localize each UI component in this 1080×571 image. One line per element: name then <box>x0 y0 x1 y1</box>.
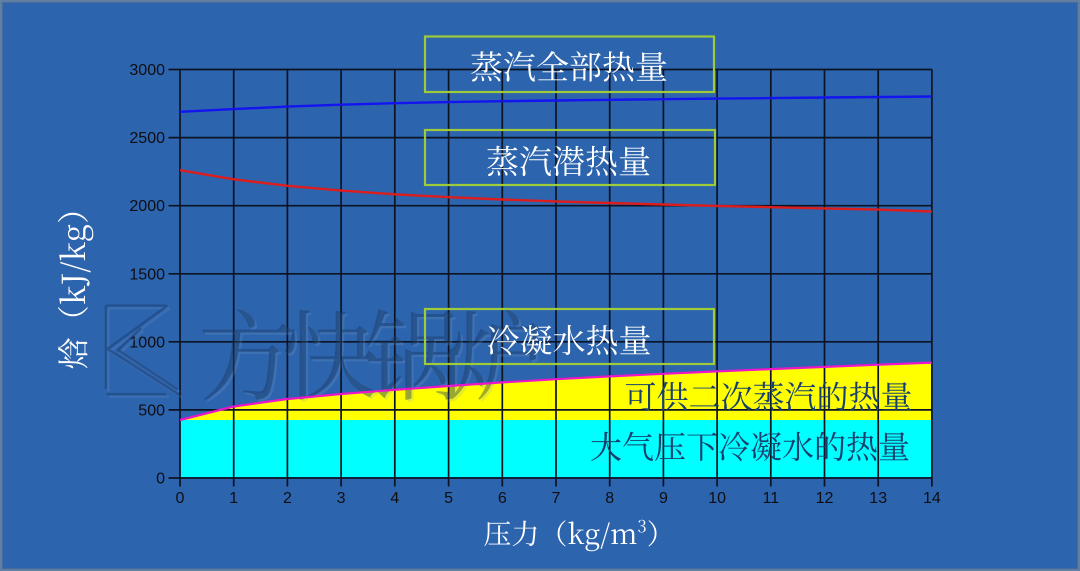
svg-text:2: 2 <box>283 490 292 507</box>
svg-text:1500: 1500 <box>129 266 165 283</box>
svg-text:3: 3 <box>337 490 346 507</box>
svg-text:4: 4 <box>390 490 399 507</box>
svg-text:7: 7 <box>552 490 561 507</box>
svg-text:12: 12 <box>816 490 834 507</box>
svg-text:3000: 3000 <box>129 62 165 79</box>
svg-text:2500: 2500 <box>129 130 165 147</box>
svg-text:5: 5 <box>444 490 453 507</box>
svg-text:0: 0 <box>156 471 165 488</box>
svg-text:6: 6 <box>498 490 507 507</box>
svg-text:8: 8 <box>605 490 614 507</box>
svg-text:11: 11 <box>762 490 779 507</box>
svg-text:13: 13 <box>869 490 887 507</box>
svg-text:14: 14 <box>923 490 941 507</box>
svg-text:2000: 2000 <box>129 198 165 215</box>
svg-text:500: 500 <box>138 402 165 419</box>
svg-text:0: 0 <box>176 490 185 507</box>
svg-text:1: 1 <box>229 490 238 507</box>
svg-text:10: 10 <box>708 490 726 507</box>
svg-text:1000: 1000 <box>129 334 165 351</box>
svg-text:9: 9 <box>659 490 668 507</box>
